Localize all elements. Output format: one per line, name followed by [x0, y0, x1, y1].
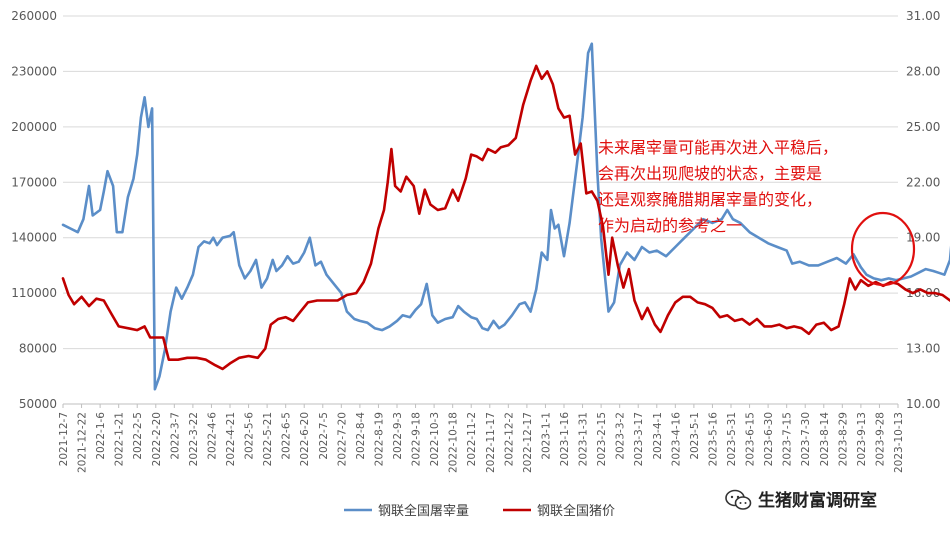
x-tick-label: 2022-3-22: [188, 412, 200, 466]
x-tick-label: 2022-7-5: [318, 412, 330, 460]
gridlines: [63, 15, 898, 405]
series-lines: [61, 42, 950, 391]
x-tick-label: 2022-1-21: [114, 412, 126, 466]
x-tick-label: 2023-6-30: [763, 412, 775, 466]
annotation-line: 会再次出现爬坡的状态，主要是: [598, 164, 822, 183]
x-tick-label: 2023-1-16: [559, 412, 571, 467]
x-tick-label: 2022-11-2: [466, 412, 478, 466]
y-right-tick-label: 19.00: [906, 231, 940, 245]
annotation-line: 还是观察腌腊期屠宰量的变化，: [598, 190, 822, 209]
x-tick-label: 2023-3-2: [615, 412, 627, 460]
y-left-tick-label: 80000: [19, 342, 57, 356]
legend-label: 钢联全国屠宰量: [378, 503, 469, 519]
y-left-tick-label: 50000: [19, 397, 57, 411]
x-tick-label: 2022-1-6: [95, 412, 107, 460]
watermark-text: 生猪财富调研室: [758, 490, 877, 511]
right-y-axis: 10.00 13.00 16.00 19.00 22.00 25.00 28.00 31.00: [906, 9, 940, 411]
y-right-tick-label: 22.00: [906, 175, 940, 189]
x-tick-label: 2023-5-31: [726, 412, 738, 466]
y-right-tick-label: 28.00: [906, 64, 940, 78]
x-tick-label: 2023-7-15: [782, 412, 794, 466]
x-tick-label: 2023-1-31: [578, 412, 590, 466]
annotation: 未来屠宰量可能再次进入平稳后， 会再次出现爬坡的状态，主要是还是观察腌腊期屠宰量的…: [598, 138, 838, 235]
x-tick-label: 2022-12-2: [503, 412, 515, 466]
x-tick-label: 2022-8-4: [355, 412, 367, 460]
x-tick-label: 2022-7-20: [336, 412, 348, 466]
x-tick-label: 2022-8-19: [373, 412, 385, 466]
x-tick-label: 2022-3-7: [169, 412, 181, 460]
x-tick-label: 2023-4-16: [670, 412, 682, 467]
x-tick-label: 2022-4-21: [225, 412, 237, 466]
y-left-tick-label: 140000: [11, 231, 57, 245]
y-right-tick-label: 10.00: [906, 397, 940, 411]
annotation-line: 未来屠宰量可能再次进入平稳后，: [598, 138, 838, 157]
x-tick-label: 2023-9-13: [856, 412, 868, 466]
y-left-tick-label: 200000: [11, 120, 57, 134]
x-tick-label: 2022-2-5: [132, 412, 144, 460]
y-right-tick-label: 13.00: [906, 342, 940, 356]
y-right-tick-label: 16.00: [906, 286, 940, 300]
y-left-tick-label: 260000: [11, 9, 57, 23]
x-tick-label: 2023-8-29: [837, 412, 849, 466]
highlight-ellipse: [850, 211, 916, 287]
x-tick-label: 2023-10-13: [893, 412, 905, 473]
x-tick-label: 2022-10-18: [448, 412, 460, 473]
x-tick-label: 2022-6-20: [299, 412, 311, 466]
x-tick-label: 2023-5-1: [689, 412, 701, 460]
x-axis: 2021-12-7 2021-12-22 2022-1-6 2022-1-21 2022…: [58, 403, 905, 473]
x-tick-label: 2023-7-30: [800, 412, 812, 466]
left-y-axis: 50000 80000 110000 140000 170000 200000 230000…: [11, 9, 57, 411]
x-tick-label: 2021-12-7: [58, 412, 70, 466]
annotation-line: 作为启动的参考之一: [598, 216, 742, 235]
y-left-tick-label: 170000: [11, 175, 57, 189]
x-tick-label: 2022-2-20: [151, 412, 163, 466]
watermark: 生猪财富调研室: [725, 489, 877, 511]
x-tick-label: 2023-6-15: [745, 412, 757, 466]
x-tick-label: 2023-9-28: [874, 412, 886, 466]
x-tick-label: 2022-5-6: [244, 412, 256, 460]
y-right-tick-label: 31.00: [906, 9, 940, 23]
x-tick-label: 2023-3-17: [633, 412, 645, 466]
x-tick-label: 2022-5-21: [262, 412, 274, 466]
legend: 钢联全国屠宰量 钢联全国猪价: [344, 503, 615, 519]
x-tick-label: 2023-5-16: [707, 412, 719, 467]
series-line-2: [61, 64, 950, 371]
x-tick-label: 2023-4-1: [652, 412, 664, 460]
x-tick-label: 2022-10-3: [429, 412, 441, 466]
x-tick-label: 2022-12-17: [522, 412, 534, 473]
y-left-tick-label: 230000: [11, 64, 57, 78]
legend-label: 钢联全国猪价: [537, 503, 615, 519]
x-tick-label: 2022-9-3: [392, 412, 404, 460]
x-tick-label: 2022-9-18: [411, 412, 423, 466]
x-tick-label: 2022-6-5: [281, 412, 293, 460]
x-tick-label: 2023-8-14: [819, 412, 831, 467]
x-tick-label: 2023-1-1: [540, 412, 552, 460]
x-tick-label: 2023-2-15: [596, 412, 608, 466]
y-right-tick-label: 25.00: [906, 120, 940, 134]
y-left-tick-label: 110000: [11, 286, 57, 300]
wechat-logo-icon: [725, 489, 752, 510]
x-tick-label: 2021-12-22: [77, 412, 89, 473]
x-tick-label: 2022-11-17: [485, 412, 497, 473]
series-line-1: [61, 42, 950, 391]
x-tick-label: 2022-4-6: [206, 412, 218, 460]
